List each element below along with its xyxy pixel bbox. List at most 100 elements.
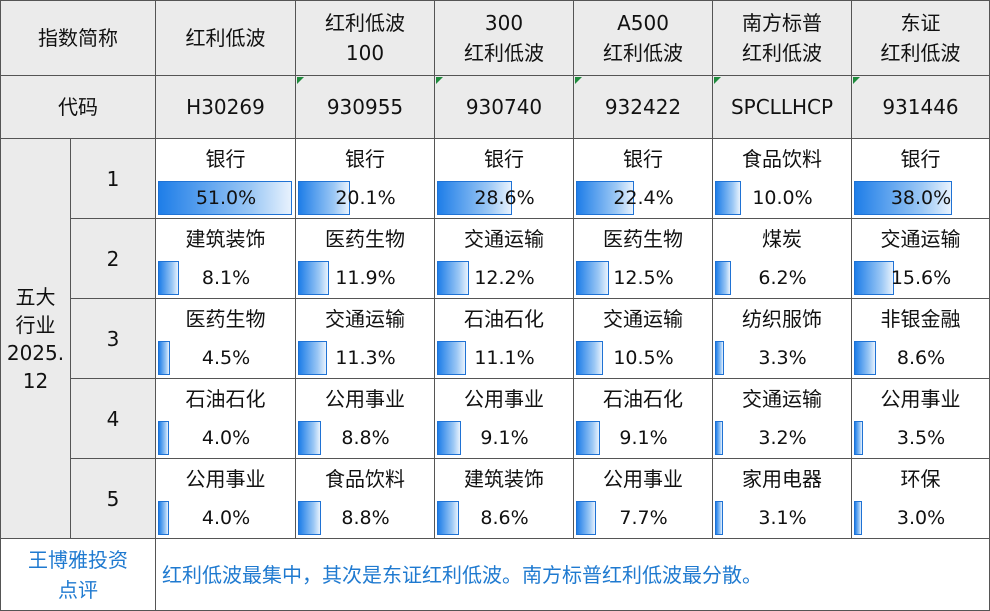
- index-code: 932422: [574, 76, 713, 139]
- data-bar: [576, 181, 635, 215]
- bar-cell: [296, 419, 435, 459]
- value-label: 3.1%: [758, 507, 807, 529]
- industry: 医药生物: [156, 299, 296, 339]
- value-label: 7.7%: [619, 507, 668, 529]
- industry: 银行: [296, 139, 435, 179]
- value-label: 11.1%: [474, 347, 535, 369]
- bar-cell: [574, 419, 713, 459]
- bar-cell: [574, 499, 713, 539]
- data-bar: [576, 341, 604, 375]
- industry: 纺织服饰: [713, 299, 852, 339]
- bar-cell: [156, 259, 296, 299]
- data-bar: [576, 501, 597, 535]
- data-bar: [715, 421, 724, 455]
- comment-label: 王博雅投资 点评: [1, 539, 156, 611]
- industry: 石油石化: [156, 379, 296, 419]
- value-label: 8.8%: [341, 427, 390, 449]
- data-bar: [158, 341, 170, 375]
- industry: 建筑装饰: [156, 219, 296, 259]
- rank: 4: [71, 379, 156, 459]
- value-label: 12.2%: [474, 267, 535, 289]
- index-name: A500 红利低波: [574, 1, 713, 76]
- value-label: 9.1%: [619, 427, 668, 449]
- bar-cell: [156, 419, 296, 459]
- data-bar: [298, 501, 321, 535]
- data-bar: [298, 421, 321, 455]
- value-label: 11.9%: [335, 267, 396, 289]
- industry: 公用事业: [574, 459, 713, 499]
- data-bar: [158, 501, 169, 535]
- section-label: 五大 行业 2025. 12: [1, 139, 71, 539]
- value-label: 10.0%: [752, 187, 813, 209]
- bar-cell: [713, 339, 852, 379]
- bar-cell: [713, 419, 852, 459]
- data-bar: [854, 421, 864, 455]
- index-code: H30269: [156, 76, 296, 139]
- bar-cell: [156, 179, 296, 219]
- bar-cell: [296, 339, 435, 379]
- data-bar: [437, 421, 461, 455]
- data-bar: [298, 261, 330, 295]
- value-label: 10.5%: [613, 347, 674, 369]
- industry: 交通运输: [713, 379, 852, 419]
- data-bar: [576, 261, 609, 295]
- value-label: 3.5%: [896, 427, 946, 449]
- value-label: 51.0%: [195, 187, 257, 209]
- bar-cell: [156, 339, 296, 379]
- bar-cell: [713, 499, 852, 539]
- data-bar: [158, 421, 169, 455]
- industry: 公用事业: [296, 379, 435, 419]
- industry: 交通运输: [852, 219, 990, 259]
- value-label: 8.6%: [480, 507, 529, 529]
- industry: 交通运输: [296, 299, 435, 339]
- corner-mark: [575, 77, 582, 84]
- value-label: 38.0%: [890, 187, 952, 209]
- industry: 交通运输: [574, 299, 713, 339]
- index-code: 930740: [435, 76, 574, 139]
- bar-cell: [574, 339, 713, 379]
- bar-cell: [296, 259, 435, 299]
- value-label: 8.1%: [201, 267, 251, 289]
- value-label: 4.5%: [201, 347, 251, 369]
- industry: 医药生物: [574, 219, 713, 259]
- corner-mark: [714, 77, 721, 84]
- industry: 公用事业: [435, 379, 574, 419]
- index-name: 红利低波: [156, 1, 296, 76]
- industry: 石油石化: [435, 299, 574, 339]
- value-label: 4.0%: [201, 507, 251, 529]
- bar-cell: [435, 419, 574, 459]
- industry: 食品饮料: [296, 459, 435, 499]
- data-bar: [854, 341, 877, 375]
- corner-mark: [297, 77, 304, 84]
- data-bar: [715, 341, 724, 375]
- data-bar: [437, 341, 466, 375]
- bar-cell: [713, 179, 852, 219]
- corner-mark: [436, 77, 443, 84]
- data-bar: [715, 501, 724, 535]
- index-code: SPCLLHCP: [713, 76, 852, 139]
- index-code: 930955: [296, 76, 435, 139]
- corner-mark: [853, 77, 860, 84]
- bar-cell: [713, 259, 852, 299]
- index-name: 东证 红利低波: [852, 1, 990, 76]
- bar-cell: [435, 179, 574, 219]
- industry: 医药生物: [296, 219, 435, 259]
- industry: 公用事业: [156, 459, 296, 499]
- industry: 交通运输: [435, 219, 574, 259]
- value-label: 20.1%: [335, 187, 396, 209]
- rank: 3: [71, 299, 156, 379]
- bar-cell: [435, 499, 574, 539]
- value-label: 9.1%: [480, 427, 529, 449]
- code-label: 代码: [1, 76, 156, 139]
- value-label: 11.3%: [335, 347, 396, 369]
- bar-cell: [296, 179, 435, 219]
- data-bar: [576, 421, 600, 455]
- value-label: 6.2%: [758, 267, 807, 289]
- data-bar: [298, 341, 328, 375]
- industry: 非银金融: [852, 299, 990, 339]
- industry: 石油石化: [574, 379, 713, 419]
- industry: 家用电器: [713, 459, 852, 499]
- bar-cell: [435, 259, 574, 299]
- value-label: 22.4%: [613, 187, 674, 209]
